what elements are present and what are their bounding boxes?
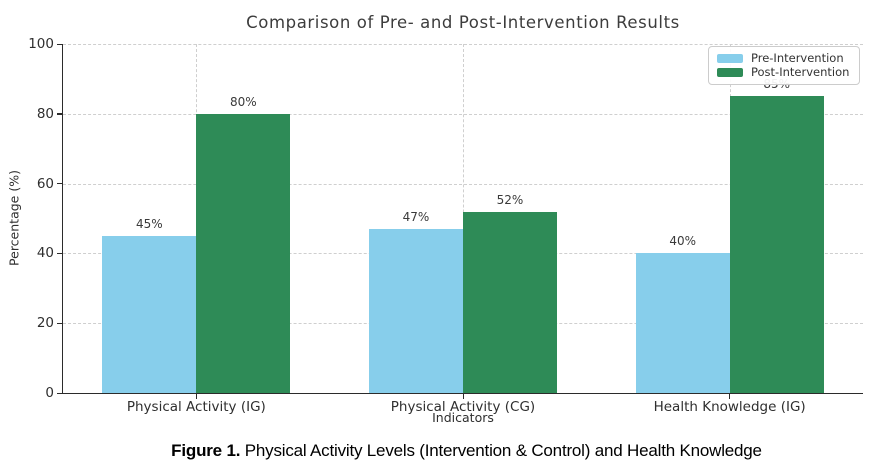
x-tick-label: Health Knowledge (IG) — [653, 399, 806, 415]
bar-post-intervention — [729, 96, 824, 393]
bar-pre-intervention — [369, 228, 463, 393]
x-axis-title: Indicators — [432, 410, 494, 425]
y-tick-label: 40 — [36, 245, 54, 262]
x-tick-label: Physical Activity (IG) — [126, 399, 266, 415]
bar-value-label: 52% — [496, 192, 524, 207]
legend-label-pre-intervention: Pre-Intervention — [751, 51, 844, 65]
bar-pre-intervention — [635, 253, 730, 393]
bar-value-label: 47% — [402, 209, 430, 224]
figure-caption-number: Figure 1. — [171, 441, 241, 460]
y-tick-label: 80 — [36, 105, 54, 122]
bar-value-label: 80% — [229, 94, 257, 109]
legend-swatch-pre-intervention — [717, 53, 743, 63]
y-tick-label: 100 — [28, 36, 54, 52]
x-tick-mark — [462, 394, 464, 399]
y-tick-mark — [57, 43, 62, 45]
y-axis-spine — [62, 44, 64, 394]
bar-pre-intervention — [102, 235, 197, 393]
legend-label-post-intervention: Post-Intervention — [751, 65, 850, 79]
y-tick-label: 20 — [36, 315, 54, 332]
bar-post-intervention — [196, 113, 291, 393]
figure-caption: Figure 1. Physical Activity Levels (Inte… — [48, 441, 885, 461]
chart-title: Comparison of Pre- and Post-Intervention… — [246, 13, 680, 32]
x-tick-mark — [195, 394, 198, 399]
chart: Comparison of Pre- and Post-Intervention… — [7, 13, 863, 425]
figure-caption-text: Physical Activity Levels (Intervention &… — [240, 441, 762, 460]
y-tick-label: 0 — [45, 385, 54, 401]
plot-area: 45%47%40%80%52%85% — [63, 44, 863, 393]
legend-item-pre-intervention: Pre-Intervention — [717, 51, 851, 65]
legend-item-post-intervention: Post-Intervention — [717, 65, 851, 79]
legend-swatch-post-intervention — [717, 67, 743, 77]
y-tick-mark — [57, 183, 62, 185]
x-tick-label: Physical Activity (CG) — [390, 399, 536, 415]
bar-post-intervention — [463, 211, 557, 393]
legend: Pre-Intervention Post-Intervention — [708, 46, 860, 85]
y-tick-label: 60 — [36, 175, 54, 192]
y-tick-mark — [57, 392, 62, 394]
y-tick-mark — [57, 252, 62, 255]
x-axis-spine — [62, 392, 863, 394]
bar-value-label: 40% — [669, 234, 696, 249]
y-tick-mark — [57, 322, 62, 324]
x-tick-mark — [729, 394, 731, 399]
bar-value-label: 45% — [135, 216, 163, 231]
y-tick-mark — [57, 113, 62, 115]
